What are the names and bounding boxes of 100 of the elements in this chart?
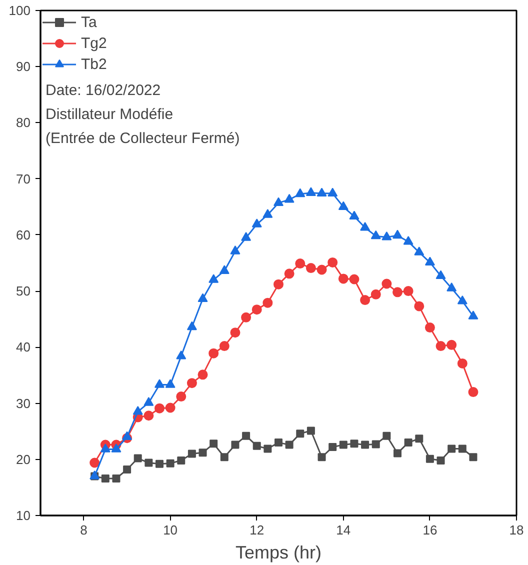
point	[328, 257, 338, 268]
point	[210, 440, 218, 448]
x-tick-label: 10	[163, 522, 178, 538]
point	[306, 187, 316, 196]
point	[230, 246, 240, 254]
point	[436, 270, 446, 280]
x-tick-label: 12	[250, 522, 264, 538]
point	[285, 440, 294, 449]
point	[122, 431, 132, 440]
point	[144, 410, 154, 421]
point	[360, 222, 370, 231]
point	[306, 426, 315, 435]
x-tick-label: 16	[422, 522, 438, 538]
point	[165, 379, 176, 388]
point	[457, 358, 468, 368]
point	[230, 328, 240, 338]
point	[154, 403, 164, 414]
y-tick-label: 70	[16, 171, 31, 186]
annotation: (Entrée de Collecteur Fermé)	[46, 130, 240, 147]
point	[350, 440, 358, 448]
point	[252, 442, 261, 450]
point	[219, 265, 230, 274]
point	[338, 201, 348, 210]
point	[296, 430, 304, 438]
point	[446, 282, 457, 292]
point	[198, 370, 208, 380]
point	[241, 232, 252, 241]
point	[360, 295, 370, 306]
point	[392, 230, 402, 239]
point	[436, 341, 446, 352]
point	[220, 453, 228, 462]
point	[414, 301, 424, 312]
point	[426, 454, 434, 463]
point	[382, 432, 391, 440]
point	[166, 459, 174, 468]
x-axis-title: Temps (hr)	[235, 542, 322, 562]
point	[349, 210, 360, 220]
legend-label: Tb2	[81, 55, 107, 73]
point	[338, 274, 348, 284]
point	[144, 397, 154, 406]
point	[295, 258, 306, 269]
y-tick-label: 80	[16, 115, 31, 130]
point	[242, 432, 250, 440]
point	[274, 279, 284, 290]
point	[295, 188, 306, 198]
point	[165, 402, 176, 413]
point	[111, 444, 122, 452]
point	[241, 312, 252, 322]
point	[370, 289, 381, 300]
x-tick-label: 8	[80, 522, 88, 538]
point	[208, 348, 219, 358]
point	[101, 474, 110, 482]
point	[188, 450, 196, 458]
point	[134, 454, 142, 462]
point	[394, 449, 402, 458]
x-tick-label: 14	[336, 522, 351, 538]
y-tick-label: 50	[16, 284, 31, 299]
point	[403, 286, 414, 296]
point	[339, 440, 348, 449]
point	[392, 287, 402, 298]
point	[415, 434, 424, 443]
point	[274, 197, 284, 206]
y-tick-label: 90	[16, 59, 31, 74]
point	[458, 444, 466, 453]
point	[469, 453, 478, 462]
point	[219, 341, 230, 352]
point	[382, 231, 392, 240]
point	[274, 438, 282, 447]
y-tick-label: 30	[16, 396, 31, 411]
y-tick-label: 20	[16, 452, 31, 467]
point	[448, 444, 456, 453]
point	[403, 236, 414, 245]
point	[468, 310, 478, 320]
point	[404, 438, 412, 447]
point	[306, 263, 316, 274]
point	[132, 406, 143, 415]
point	[424, 256, 435, 266]
y-tick-label: 10	[16, 508, 31, 523]
point	[90, 458, 100, 468]
point	[262, 209, 273, 218]
point	[123, 465, 132, 474]
point	[154, 379, 164, 388]
point	[284, 268, 294, 279]
point	[144, 458, 153, 467]
point	[112, 474, 120, 482]
point	[186, 321, 197, 330]
point	[370, 230, 381, 240]
y-tick-label: 100	[8, 3, 31, 18]
point	[328, 188, 338, 197]
annotation: Date: 16/02/2022	[46, 82, 161, 99]
point	[284, 194, 294, 203]
point	[316, 188, 327, 197]
point	[198, 293, 208, 302]
point	[156, 460, 164, 468]
point	[318, 453, 326, 462]
point	[316, 264, 327, 275]
point	[382, 278, 392, 289]
point	[328, 443, 337, 452]
point	[100, 444, 110, 452]
point	[372, 440, 380, 448]
